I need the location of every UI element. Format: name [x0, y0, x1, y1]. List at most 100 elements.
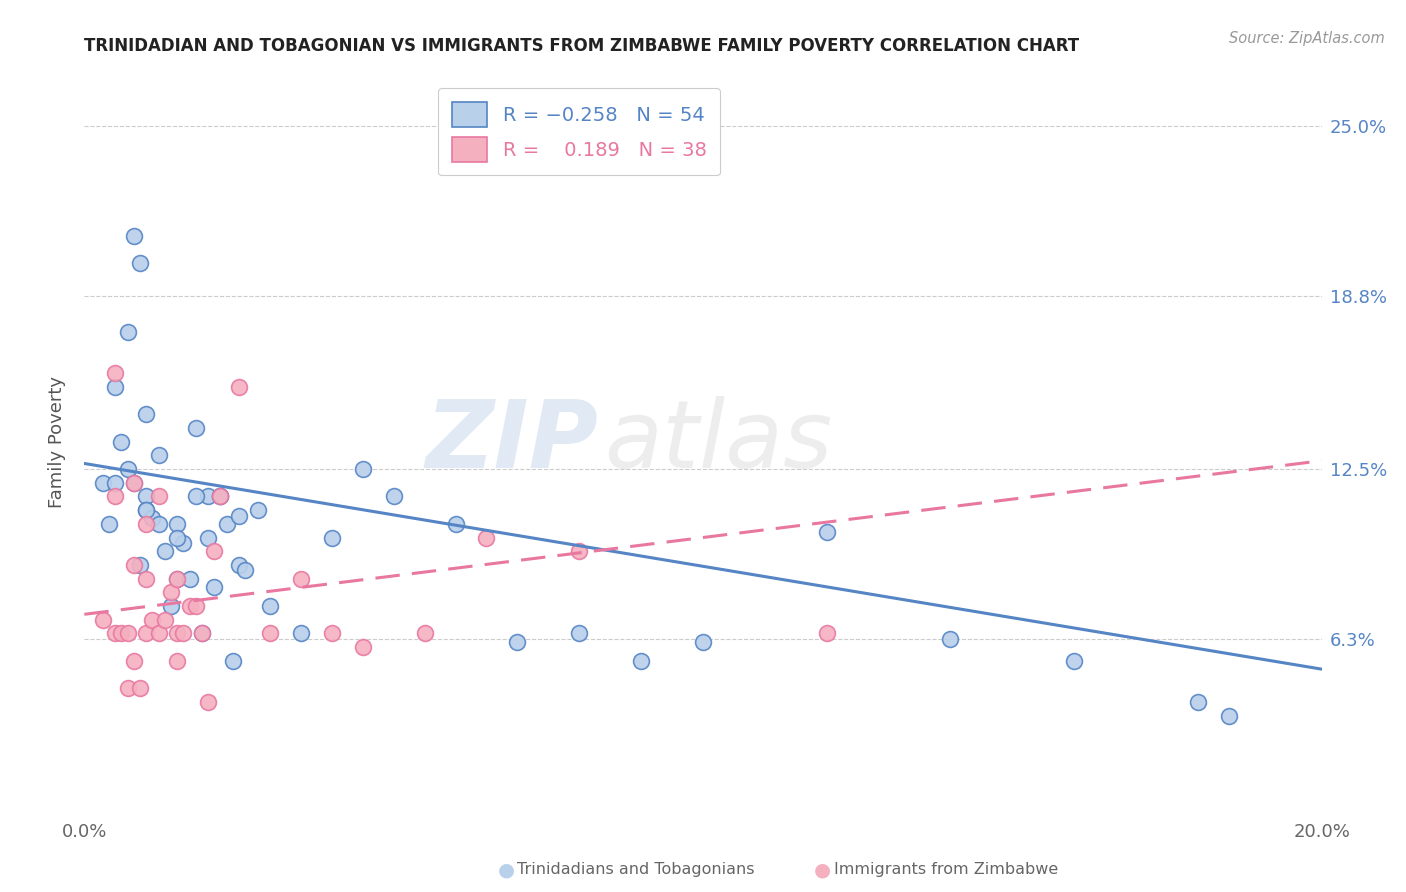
Text: ●: ● [498, 860, 515, 880]
Point [191, 626, 214, 640]
Point [91, 475, 114, 490]
Point [129, 558, 152, 572]
Point [444, 516, 467, 531]
Point [117, 681, 139, 696]
Point [135, 572, 157, 586]
Point [568, 544, 591, 558]
Point [91, 613, 114, 627]
Point [233, 563, 256, 577]
Point [141, 613, 163, 627]
Point [153, 613, 176, 627]
Text: TRINIDADIAN AND TOBAGONIAN VS IMMIGRANTS FROM ZIMBABWE FAMILY POVERTY CORRELATIO: TRINIDADIAN AND TOBAGONIAN VS IMMIGRANTS… [84, 37, 1080, 54]
Point [166, 572, 188, 586]
Point [129, 256, 152, 270]
Point [148, 626, 170, 640]
Point [122, 558, 145, 572]
Point [160, 599, 183, 613]
Point [475, 531, 498, 545]
Point [166, 531, 188, 545]
Legend: R = −0.258   N = 54, R =    0.189   N = 38: R = −0.258 N = 54, R = 0.189 N = 38 [439, 88, 720, 176]
Point [110, 434, 132, 449]
Point [160, 585, 183, 599]
Text: ●: ● [814, 860, 831, 880]
Point [166, 654, 188, 668]
Point [166, 516, 188, 531]
Point [179, 572, 201, 586]
Point [939, 632, 962, 646]
Y-axis label: Family Poverty: Family Poverty [48, 376, 66, 508]
Point [122, 654, 145, 668]
Point [228, 508, 250, 523]
Point [153, 544, 176, 558]
Point [1187, 695, 1209, 709]
Point [166, 572, 188, 586]
Point [197, 531, 219, 545]
Point [197, 695, 219, 709]
Point [184, 489, 207, 503]
Point [209, 489, 232, 503]
Point [191, 626, 214, 640]
Point [135, 626, 157, 640]
Point [630, 654, 652, 668]
Point [172, 536, 194, 550]
Point [209, 489, 232, 503]
Point [148, 448, 170, 462]
Point [1218, 708, 1240, 723]
Point [122, 228, 145, 243]
Point [148, 489, 170, 503]
Point [117, 325, 139, 339]
Point [202, 580, 225, 594]
Point [117, 626, 139, 640]
Point [135, 516, 157, 531]
Point [148, 516, 170, 531]
Point [209, 489, 232, 503]
Point [135, 503, 157, 517]
Point [184, 421, 207, 435]
Point [228, 380, 250, 394]
Point [166, 626, 188, 640]
Point [104, 366, 127, 380]
Point [122, 475, 145, 490]
Point [506, 634, 529, 648]
Point [98, 516, 121, 531]
Point [815, 626, 838, 640]
Point [135, 407, 157, 421]
Point [141, 511, 163, 525]
Point [568, 626, 591, 640]
Point [135, 503, 157, 517]
Point [117, 462, 139, 476]
Point [321, 626, 343, 640]
Point [104, 475, 127, 490]
Point [104, 380, 127, 394]
Point [246, 503, 269, 517]
Text: atlas: atlas [605, 396, 832, 487]
Point [815, 524, 838, 539]
Point [179, 599, 201, 613]
Point [290, 626, 312, 640]
Point [122, 475, 145, 490]
Point [1063, 654, 1085, 668]
Point [172, 626, 194, 640]
Point [352, 640, 374, 655]
Point [215, 516, 238, 531]
Point [184, 599, 207, 613]
Point [197, 489, 219, 503]
Point [259, 599, 281, 613]
Point [228, 558, 250, 572]
Text: Trinidadians and Tobagonians: Trinidadians and Tobagonians [517, 863, 755, 877]
Point [259, 626, 281, 640]
Point [135, 489, 157, 503]
Point [129, 681, 152, 696]
Point [413, 626, 436, 640]
Text: Source: ZipAtlas.com: Source: ZipAtlas.com [1229, 31, 1385, 46]
Point [110, 626, 132, 640]
Point [352, 462, 374, 476]
Point [290, 572, 312, 586]
Point [382, 489, 405, 503]
Point [104, 626, 127, 640]
Point [692, 634, 714, 648]
Point [202, 544, 225, 558]
Text: Immigrants from Zimbabwe: Immigrants from Zimbabwe [834, 863, 1057, 877]
Point [222, 654, 245, 668]
Point [104, 489, 127, 503]
